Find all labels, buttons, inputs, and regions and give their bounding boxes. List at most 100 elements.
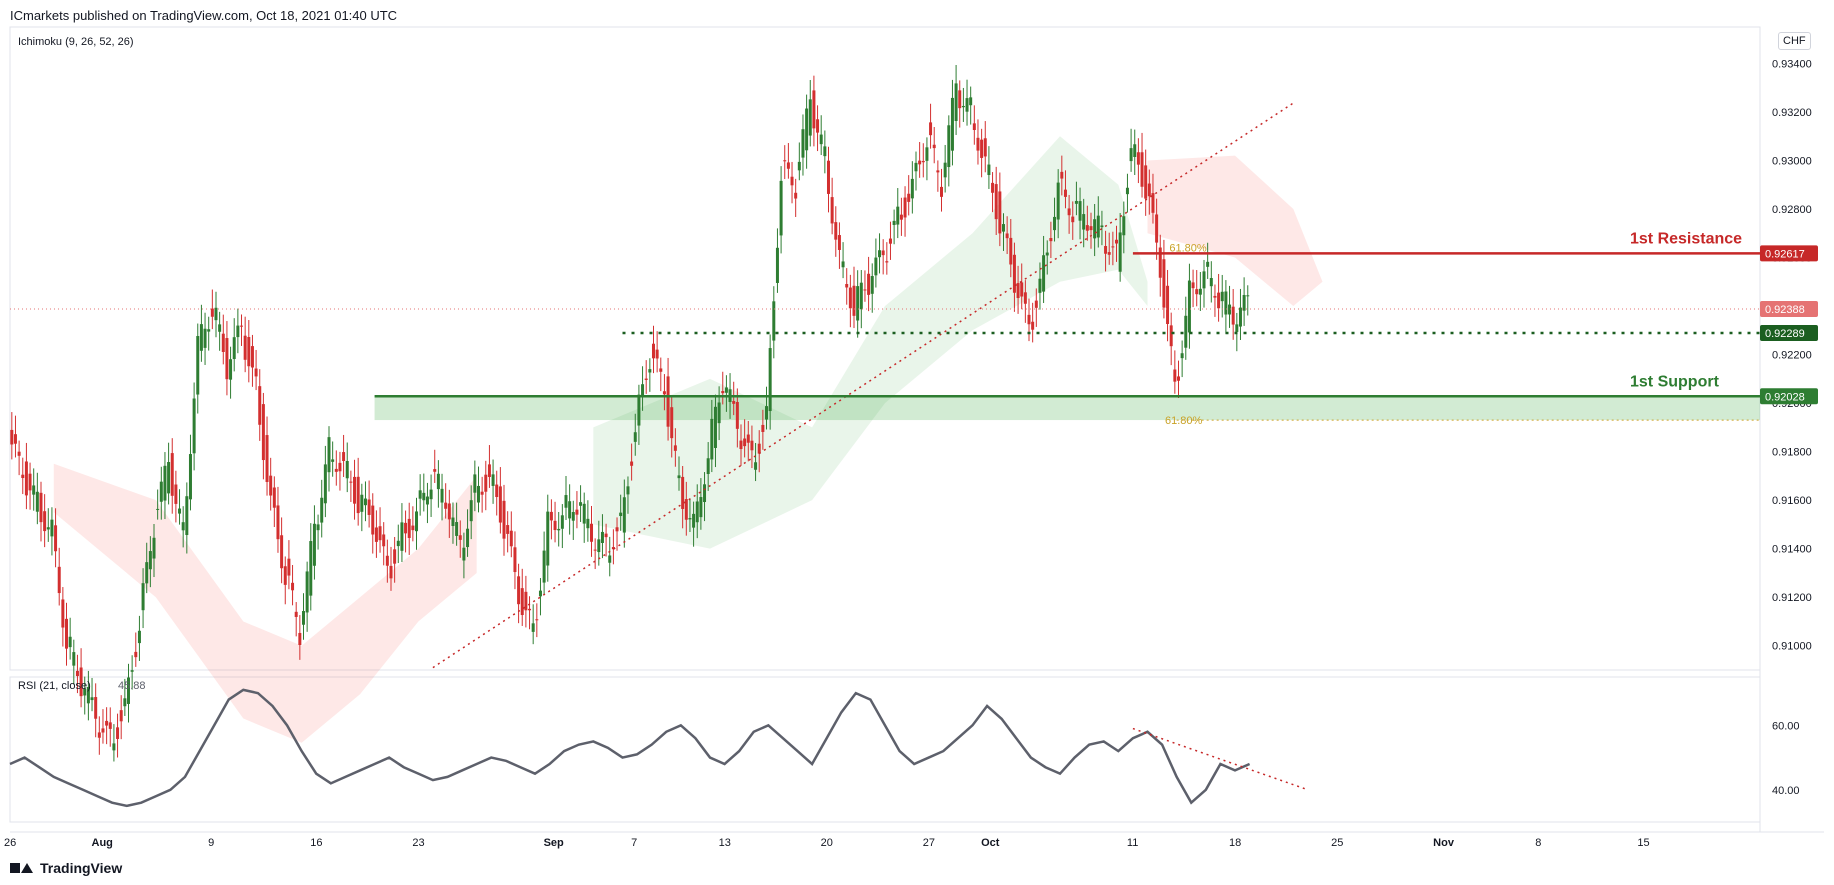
candle-body [655, 349, 659, 359]
candle-body [32, 485, 36, 495]
candle-body [447, 503, 451, 520]
candle-body [1074, 200, 1078, 204]
candle-body [972, 123, 976, 130]
candle-body [334, 468, 338, 472]
candle-body [991, 182, 995, 193]
candle-body [469, 500, 473, 522]
candle-body [1242, 294, 1246, 311]
candle-body [735, 401, 739, 429]
candle-body [225, 338, 229, 380]
candle-body [269, 475, 273, 496]
candle-body [681, 476, 685, 509]
candle-body [538, 590, 542, 597]
price-level-tag-label: 0.92617 [1765, 248, 1805, 260]
candle-body [918, 160, 922, 165]
candle-body [1125, 187, 1129, 195]
candle-body [229, 359, 233, 380]
candle-body [203, 328, 207, 348]
candle-body [1111, 246, 1115, 248]
candle-body [546, 511, 550, 566]
candle-body [637, 394, 641, 426]
candle-body [775, 247, 779, 283]
price-tick-label: 0.92200 [1772, 350, 1812, 362]
candle-body [123, 698, 127, 707]
candle-body [826, 160, 830, 194]
candle-body [863, 289, 867, 291]
candle-body [316, 524, 320, 531]
candle-body [717, 402, 721, 424]
candle-body [1053, 216, 1057, 231]
candle-body [878, 250, 882, 258]
candle-body [396, 540, 400, 547]
candle-body [1104, 246, 1108, 254]
candle-body [885, 261, 889, 263]
candle-body [491, 474, 495, 486]
candle-body [455, 522, 459, 536]
candle-body [407, 518, 411, 538]
candle-body [17, 451, 21, 456]
candle-body [557, 528, 561, 531]
candle-body [312, 523, 316, 566]
time-tick-label: 15 [1637, 837, 1649, 849]
candle-body [1093, 219, 1097, 239]
candle-body [436, 473, 440, 490]
ichimoku-cloud-bearish [53, 463, 477, 743]
candle-body [1005, 233, 1009, 239]
candle-body [94, 697, 98, 719]
candle-body [86, 687, 90, 704]
candle-body [309, 541, 313, 596]
candle-body [1187, 280, 1191, 333]
candle-body [1231, 306, 1235, 325]
candle-body [199, 324, 203, 351]
candle-body [232, 337, 236, 360]
candle-body [502, 500, 506, 539]
candle-body [845, 284, 849, 288]
time-tick-label: 26 [4, 837, 16, 849]
candle-body [983, 138, 987, 157]
candle-body [10, 429, 14, 445]
candle-body [1096, 215, 1100, 238]
candle-body [699, 497, 703, 518]
candle-body [980, 139, 984, 158]
candle-body [1100, 225, 1104, 228]
candle-body [126, 677, 130, 704]
candle-body [896, 206, 900, 225]
candle-body [108, 722, 112, 729]
candle-body [476, 485, 480, 503]
candle-body [615, 527, 619, 532]
candle-body [371, 505, 375, 535]
candle-body [254, 368, 258, 377]
time-tick-label: 7 [631, 837, 637, 849]
candle-body [746, 434, 750, 443]
candle-body [75, 670, 79, 677]
time-tick-label: 20 [821, 837, 833, 849]
candle-body [152, 537, 156, 559]
candle-body [903, 197, 907, 218]
candle-body [1027, 314, 1031, 325]
candle-body [1060, 171, 1064, 179]
price-tick-label: 0.93400 [1772, 58, 1812, 70]
candle-body [739, 440, 743, 450]
price-tick-label: 0.91400 [1772, 544, 1812, 556]
candle-body [1191, 282, 1195, 289]
candle-body [713, 406, 717, 448]
candle-body [1169, 325, 1173, 347]
candle-body [619, 512, 623, 517]
candle-body [586, 518, 590, 529]
candle-body [90, 697, 94, 701]
candle-body [214, 307, 218, 321]
candle-body [243, 335, 247, 360]
candle-body [1115, 239, 1119, 244]
candle-body [765, 406, 769, 420]
candle-body [779, 180, 783, 236]
currency-label[interactable]: CHF [1778, 32, 1811, 50]
candle-body [287, 558, 291, 576]
candle-body [101, 728, 105, 733]
candle-body [1063, 189, 1067, 197]
candle-body [579, 502, 583, 506]
rsi-line [9, 688, 1251, 808]
candle-body [641, 384, 645, 397]
candle-body [1184, 315, 1188, 348]
candle-body [1246, 295, 1250, 297]
